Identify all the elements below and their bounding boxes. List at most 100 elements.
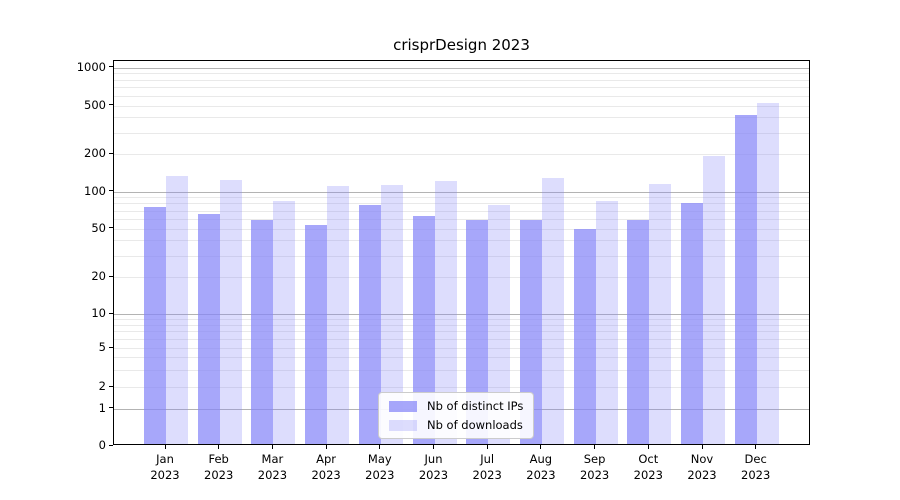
minor-gridline (114, 79, 809, 81)
x-tick-label: Sep 2023 (579, 452, 610, 482)
bar-downloads-sep (595, 201, 618, 444)
x-tick-mark (379, 445, 381, 449)
y-tick-label: 2 (98, 379, 106, 393)
x-tick-mark (647, 445, 649, 449)
y-tick-mark (109, 104, 113, 106)
minor-gridline (114, 117, 809, 119)
y-tick-mark (109, 312, 113, 314)
x-tick-mark (755, 445, 757, 449)
x-tick-label: Aug 2023 (526, 452, 556, 482)
bar-distinct-ips-mar (251, 219, 274, 444)
bar-distinct-ips-jul (466, 219, 489, 444)
y-tick-mark (109, 407, 113, 408)
x-tick-label: Nov 2023 (687, 452, 717, 482)
y-tick-label: 1 (98, 400, 106, 415)
minor-gridline (114, 210, 809, 212)
x-tick-label: Jun 2023 (418, 452, 449, 482)
minor-gridline (114, 228, 809, 230)
x-tick-mark (164, 445, 166, 449)
x-tick-label: Dec 2023 (741, 452, 771, 482)
bar-downloads-aug (541, 178, 564, 444)
bar-downloads-mar (273, 200, 296, 444)
bar-distinct-ips-apr (305, 225, 328, 444)
minor-gridline (114, 197, 809, 199)
x-tick-label: Jul 2023 (472, 452, 502, 482)
minor-gridline (114, 203, 809, 205)
y-tick-label: 0 (98, 438, 106, 452)
x-tick-mark (433, 445, 434, 449)
bar-distinct-ips-aug (519, 219, 542, 444)
y-tick-label: 5 (98, 340, 106, 354)
x-tick-label: Oct 2023 (633, 452, 663, 482)
x-tick-mark (218, 445, 220, 449)
bar-distinct-ips-may (358, 205, 381, 444)
minor-gridline (114, 369, 809, 371)
y-tick-label: 20 (91, 269, 106, 283)
minor-gridline (114, 348, 809, 349)
y-tick-label: 1000 (76, 59, 106, 74)
minor-gridline (114, 331, 809, 333)
bar-distinct-ips-feb (197, 214, 220, 444)
bar-distinct-ips-dec (734, 115, 757, 444)
y-tick-label: 200 (84, 146, 106, 160)
plot-area: Nb of distinct IPs Nb of downloads (113, 60, 810, 445)
y-tick-mark (109, 190, 113, 191)
x-tick-label: May 2023 (365, 452, 395, 482)
legend-swatch-downloads (389, 419, 417, 431)
chart-title: crisprDesign 2023 (393, 36, 530, 54)
y-tick-mark (109, 152, 113, 154)
x-tick-label: Feb 2023 (204, 452, 234, 482)
minor-gridline (114, 255, 809, 257)
y-tick-mark (109, 385, 113, 387)
minor-gridline (114, 319, 809, 321)
x-tick-mark (325, 445, 327, 449)
bar-downloads-nov (703, 155, 725, 444)
x-tick-mark (271, 445, 273, 449)
bar-downloads-dec (756, 102, 779, 444)
y-tick-label: 50 (91, 220, 106, 235)
x-tick-label: Jan 2023 (150, 452, 180, 482)
y-tick-mark (109, 66, 113, 68)
minor-gridline (114, 324, 809, 326)
x-tick-mark (701, 445, 703, 449)
x-tick-mark (540, 445, 542, 449)
y-tick-label: 500 (84, 97, 106, 112)
bar-downloads-apr (327, 185, 350, 444)
minor-gridline (114, 218, 809, 220)
legend-item-downloads: Nb of downloads (389, 418, 523, 432)
bar-downloads-jul (488, 204, 511, 444)
minor-gridline (114, 339, 809, 341)
minor-gridline (114, 87, 809, 89)
minor-gridline (114, 277, 809, 278)
legend-item-distinct-ips: Nb of distinct IPs (389, 399, 523, 413)
bar-downloads-may (380, 184, 403, 444)
minor-gridline (114, 357, 809, 359)
major-gridline (114, 191, 809, 193)
x-tick-label: Apr 2023 (311, 452, 341, 482)
legend-label-downloads: Nb of downloads (427, 418, 523, 432)
minor-gridline (114, 387, 809, 388)
y-tick-label: 100 (84, 183, 106, 198)
y-tick-label: 10 (91, 306, 106, 320)
bar-downloads-oct (649, 183, 672, 444)
y-tick-mark (109, 227, 113, 228)
x-tick-label: Mar 2023 (257, 452, 288, 482)
legend-label-distinct-ips: Nb of distinct IPs (427, 399, 524, 413)
x-tick-mark (594, 445, 596, 449)
bar-distinct-ips-sep (573, 228, 596, 444)
y-tick-mark (109, 346, 113, 348)
y-tick-mark (109, 275, 113, 277)
minor-gridline (114, 105, 809, 107)
minor-gridline (114, 132, 809, 134)
legend: Nb of distinct IPs Nb of downloads (378, 392, 535, 439)
y-tick-mark (109, 444, 113, 446)
x-tick-mark (486, 445, 488, 449)
bar-downloads-jun (434, 181, 457, 444)
legend-swatch-distinct-ips (389, 400, 417, 412)
minor-gridline (114, 95, 809, 97)
major-gridline (114, 314, 809, 315)
major-gridline (114, 67, 809, 69)
bar-downloads-feb (219, 179, 242, 444)
minor-gridline (114, 240, 809, 242)
